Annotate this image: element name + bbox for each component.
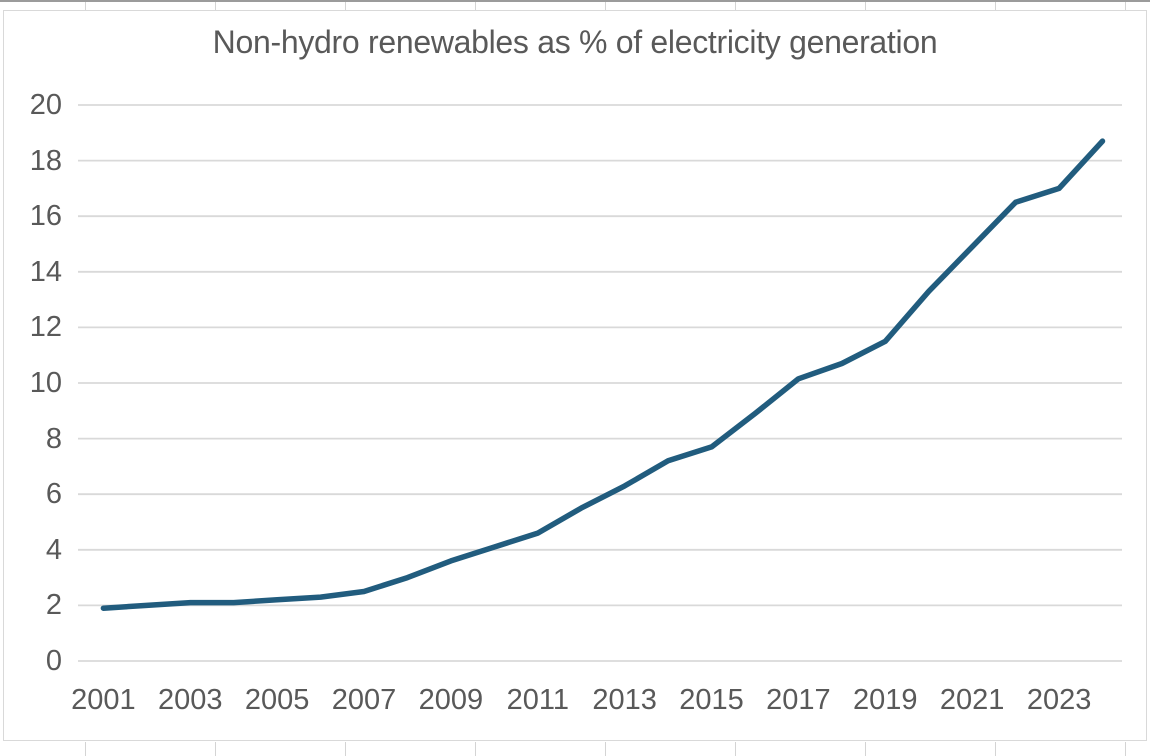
y-axis-tick-label: 20	[29, 89, 62, 121]
y-axis-tick-label: 8	[45, 422, 62, 455]
data-series-line	[100, 138, 1106, 611]
chart-object[interactable]	[3, 10, 1147, 741]
x-axis-tick-label: 2013	[592, 684, 657, 716]
x-axis-tick-label: 2019	[853, 684, 918, 716]
y-axis-tick-label: 18	[29, 144, 62, 177]
x-axis-tick-label: 2001	[71, 684, 136, 716]
y-axis-tick-label: 0	[45, 645, 62, 677]
x-axis-tick-label: 2007	[331, 684, 397, 716]
spreadsheet-cells-bottom	[0, 742, 1150, 756]
x-axis-tick-label: 2011	[506, 684, 569, 716]
y-axis-tick-label: 14	[29, 255, 62, 288]
y-axis-tick-label: 12	[29, 311, 62, 344]
y-axis-tick-label: 10	[29, 367, 62, 399]
horizontal-gridlines	[78, 104, 1122, 662]
x-axis-tick-label: 2021	[939, 684, 1005, 716]
x-axis-tick-label: 2009	[418, 684, 484, 716]
y-axis-tick-label: 2	[45, 589, 62, 622]
spreadsheet-cells-top	[0, 0, 1150, 12]
x-axis-tick-label: 2015	[679, 684, 744, 716]
chart-title: Non-hydro renewables as % of electricity…	[212, 24, 938, 60]
y-axis-tick-label: 6	[45, 478, 62, 511]
x-axis-tick-label: 2023	[1026, 684, 1092, 716]
x-axis-tick-label: 2005	[244, 684, 310, 716]
y-axis-tick-label: 4	[45, 533, 62, 566]
y-axis-tick-label: 16	[29, 200, 62, 233]
x-axis-tick-label: 2003	[158, 684, 223, 716]
x-axis-tick-label: 2017	[766, 684, 831, 716]
